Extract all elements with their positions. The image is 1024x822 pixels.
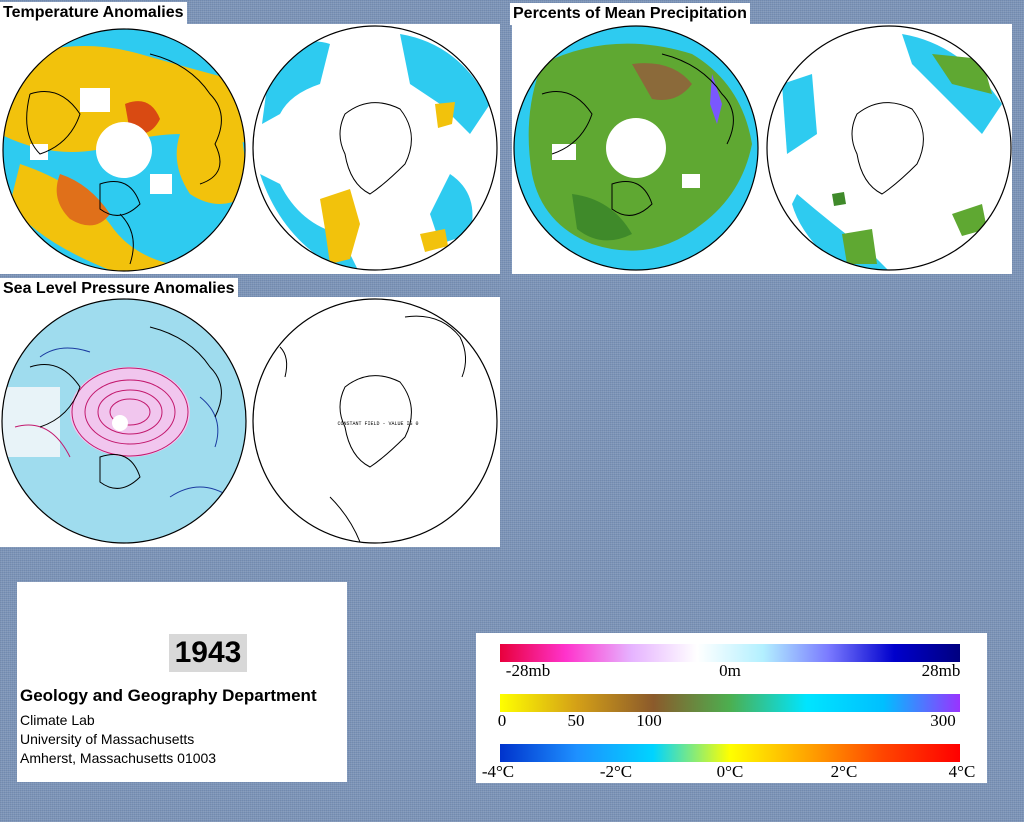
pressure-south-hemisphere-map: CONSTANT FIELD - VALUE IS 0 [252, 298, 498, 544]
precip-label-50: 50 [567, 711, 585, 730]
constant-field-note: CONSTANT FIELD - VALUE IS 0 [337, 421, 418, 427]
temp-label-2: 2°C [830, 762, 858, 781]
precipitation-south-hemisphere-map [767, 26, 1011, 270]
precipitation-panel [512, 24, 1012, 274]
pressure-title: Sea Level Pressure Anomalies [0, 278, 238, 300]
temperature-north-hemisphere-map [3, 29, 245, 271]
temp-label-minus2: -2°C [599, 762, 633, 781]
temperature-color-bar [500, 744, 960, 762]
temp-label-4: 4°C [948, 762, 976, 781]
pressure-north-hemisphere-map [2, 299, 246, 543]
temp-label-minus4: -4°C [481, 762, 515, 781]
info-box: 1943 Geology and Geography Department Cl… [17, 582, 347, 782]
temperature-panel [0, 24, 500, 274]
university-name: University of Massachusetts [20, 731, 195, 747]
pressure-label-mid: 0m [719, 661, 741, 680]
pressure-color-bar [500, 644, 960, 662]
year-label: 1943 [169, 634, 247, 672]
temperature-south-hemisphere-map [253, 26, 497, 270]
precip-label-100: 100 [636, 711, 662, 730]
pressure-label-min: -28mb [505, 661, 551, 680]
temperature-title: Temperature Anomalies [0, 2, 187, 24]
precipitation-title: Percents of Mean Precipitation [510, 3, 750, 25]
color-legends: -28mb 0m 28mb 0 50 100 300 -4°C -2°C 0°C… [476, 633, 987, 783]
pressure-label-max: 28mb [921, 661, 961, 680]
precip-label-300: 300 [930, 711, 956, 730]
lab-name: Climate Lab [20, 712, 95, 728]
department-name: Geology and Geography Department [20, 686, 317, 705]
precip-label-0: 0 [497, 711, 507, 730]
precipitation-color-bar [500, 694, 960, 712]
temp-label-0: 0°C [716, 762, 744, 781]
address: Amherst, Massachusetts 01003 [20, 750, 217, 766]
pressure-panel: CONSTANT FIELD - VALUE IS 0 [0, 297, 500, 547]
precipitation-north-hemisphere-map [514, 26, 758, 270]
